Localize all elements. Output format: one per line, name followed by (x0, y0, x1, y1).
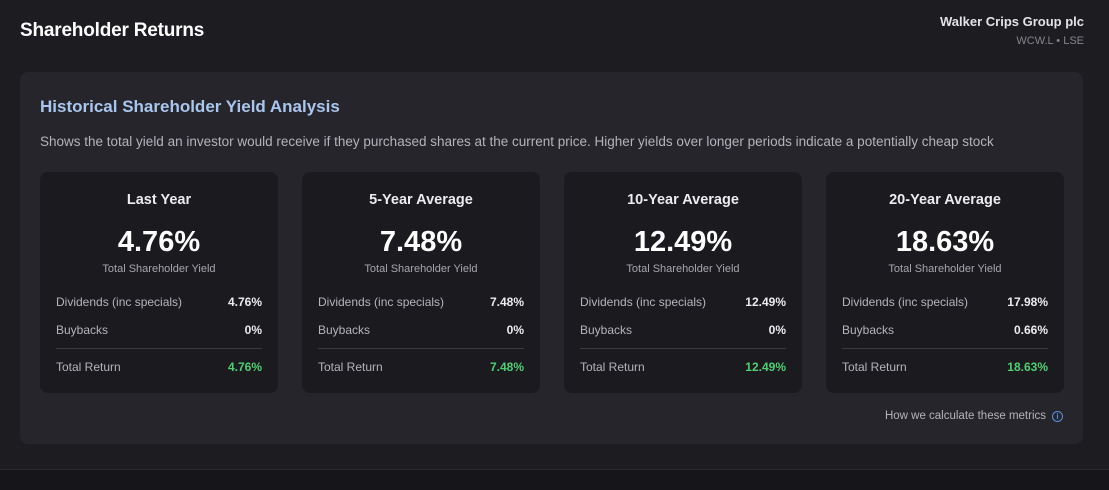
buybacks-label: Buybacks (318, 323, 371, 337)
card-title: Last Year (126, 192, 192, 208)
buybacks-label: Buybacks (842, 323, 895, 337)
total-yield-label: Total Shareholder Yield (364, 263, 478, 275)
buybacks-row: Buybacks 0% (580, 323, 786, 337)
total-return-row: Total Return 12.49% (580, 360, 786, 374)
company-ticker: WCW.L • LSE (1016, 35, 1084, 47)
dividends-label: Dividends (inc specials) (842, 295, 969, 309)
shareholder-returns-page: Shareholder Returns Walker Crips Group p… (0, 14, 1109, 470)
dividends-row: Dividends (inc specials) 12.49% (580, 295, 786, 309)
yield-analysis-panel: Historical Shareholder Yield Analysis Sh… (20, 72, 1083, 444)
metrics-info-link-label[interactable]: How we calculate these metrics (884, 410, 1046, 422)
card-title: 10-Year Average (627, 192, 739, 208)
panel-title: Historical Shareholder Yield Analysis (40, 97, 340, 116)
total-yield-label: Total Shareholder Yield (626, 263, 740, 275)
card-title: 20-Year Average (889, 192, 1001, 208)
dividends-row: Dividends (inc specials) 17.98% (842, 295, 1048, 309)
dividends-value: 12.49% (745, 295, 786, 309)
divider (580, 348, 786, 349)
total-return-label: Total Return (842, 360, 907, 374)
buybacks-row: Buybacks 0.66% (842, 323, 1048, 337)
buybacks-label: Buybacks (580, 323, 633, 337)
total-yield-label: Total Shareholder Yield (888, 263, 1002, 275)
total-return-label: Total Return (56, 360, 121, 374)
yield-card-last-year: Last Year 4.76% Total Shareholder Yield … (40, 172, 278, 393)
yield-card-20-year: 20-Year Average 18.63% Total Shareholder… (826, 172, 1064, 393)
total-yield-value: 18.63% (895, 226, 995, 258)
total-return-value: 7.48% (489, 360, 524, 374)
company-info: Walker Crips Group plc WCW.L • LSE (940, 14, 1084, 47)
dividends-row: Dividends (inc specials) 4.76% (56, 295, 262, 309)
dividends-label: Dividends (inc specials) (580, 295, 707, 309)
buybacks-value: 0% (506, 323, 524, 337)
page-title: Shareholder Returns (20, 20, 205, 41)
total-return-row: Total Return 4.76% (56, 360, 262, 374)
total-yield-label: Total Shareholder Yield (102, 263, 216, 275)
total-return-value: 12.49% (745, 360, 786, 374)
dividends-value: 17.98% (1007, 295, 1048, 309)
total-return-value: 4.76% (227, 360, 262, 374)
total-return-row: Total Return 7.48% (318, 360, 524, 374)
divider (842, 348, 1048, 349)
company-name: Walker Crips Group plc (940, 14, 1084, 29)
total-yield-value: 12.49% (633, 226, 733, 258)
dividends-row: Dividends (inc specials) 7.48% (318, 295, 524, 309)
buybacks-label: Buybacks (56, 323, 109, 337)
info-icon[interactable]: i (1052, 410, 1063, 422)
buybacks-value: 0.66% (1013, 323, 1048, 337)
buybacks-row: Buybacks 0% (318, 323, 524, 337)
dividends-value: 4.76% (227, 295, 262, 309)
divider (318, 348, 524, 349)
buybacks-row: Buybacks 0% (56, 323, 262, 337)
total-return-value: 18.63% (1007, 360, 1048, 374)
total-yield-value: 7.48% (379, 226, 463, 258)
buybacks-value: 0% (244, 323, 262, 337)
yield-card-5-year: 5-Year Average 7.48% Total Shareholder Y… (302, 172, 540, 393)
total-yield-value: 4.76% (117, 226, 201, 258)
yield-card-10-year: 10-Year Average 12.49% Total Shareholder… (564, 172, 802, 393)
total-return-row: Total Return 18.63% (842, 360, 1048, 374)
dividends-value: 7.48% (489, 295, 524, 309)
dividends-label: Dividends (inc specials) (56, 295, 183, 309)
metrics-info-link[interactable]: How we calculate these metrics i (885, 410, 1063, 422)
panel-description: Shows the total yield an investor would … (40, 134, 994, 149)
total-return-label: Total Return (580, 360, 645, 374)
total-return-label: Total Return (318, 360, 383, 374)
dividends-label: Dividends (inc specials) (318, 295, 445, 309)
card-title: 5-Year Average (369, 192, 473, 208)
divider (56, 348, 262, 349)
buybacks-value: 0% (768, 323, 786, 337)
